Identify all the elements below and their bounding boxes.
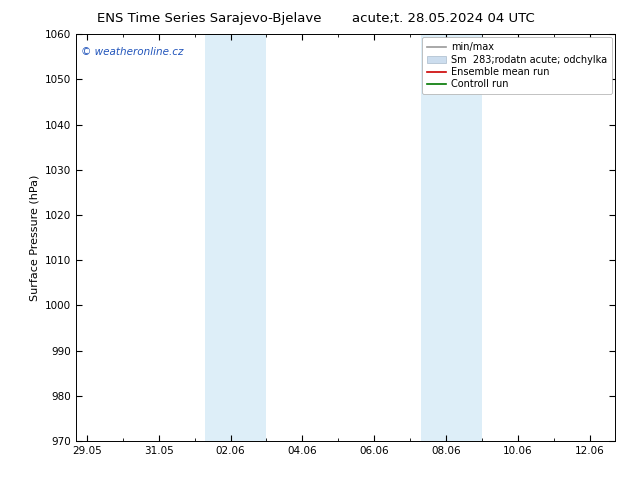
Text: acute;t. 28.05.2024 04 UTC: acute;t. 28.05.2024 04 UTC: [353, 12, 535, 25]
Y-axis label: Surface Pressure (hPa): Surface Pressure (hPa): [29, 174, 39, 301]
Text: © weatheronline.cz: © weatheronline.cz: [81, 47, 184, 56]
Text: ENS Time Series Sarajevo-Bjelave: ENS Time Series Sarajevo-Bjelave: [97, 12, 321, 25]
Legend: min/max, Sm  283;rodatn acute; odchylka, Ensemble mean run, Controll run: min/max, Sm 283;rodatn acute; odchylka, …: [422, 37, 612, 94]
Bar: [205, 34, 266, 441]
Bar: [421, 34, 482, 441]
